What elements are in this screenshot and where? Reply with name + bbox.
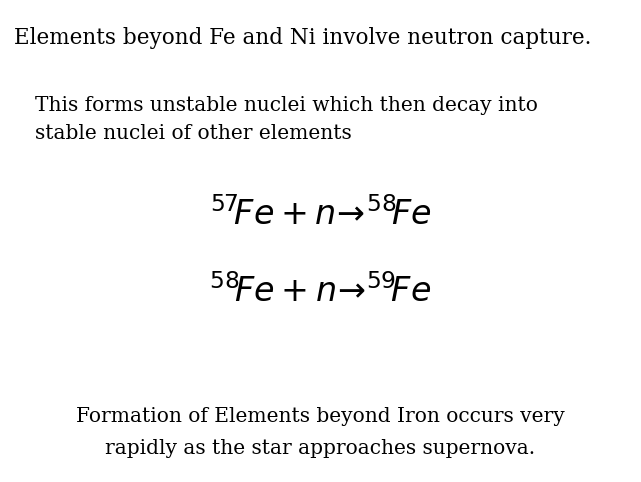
Text: $^{57}\!\mathit{Fe}+n\!\rightarrow\!^{58}\!\mathit{Fe}$: $^{57}\!\mathit{Fe}+n\!\rightarrow\!^{58… [210, 197, 431, 232]
Text: Formation of Elements beyond Iron occurs very: Formation of Elements beyond Iron occurs… [76, 407, 565, 426]
Text: Elements beyond Fe and Ni involve neutron capture.: Elements beyond Fe and Ni involve neutro… [14, 27, 592, 49]
Text: This forms unstable nuclei which then decay into
stable nuclei of other elements: This forms unstable nuclei which then de… [35, 96, 538, 143]
Text: rapidly as the star approaches supernova.: rapidly as the star approaches supernova… [105, 439, 536, 457]
Text: $^{58}\!\mathit{Fe}+n\!\rightarrow\!^{59}\!\mathit{Fe}$: $^{58}\!\mathit{Fe}+n\!\rightarrow\!^{59… [210, 274, 431, 309]
